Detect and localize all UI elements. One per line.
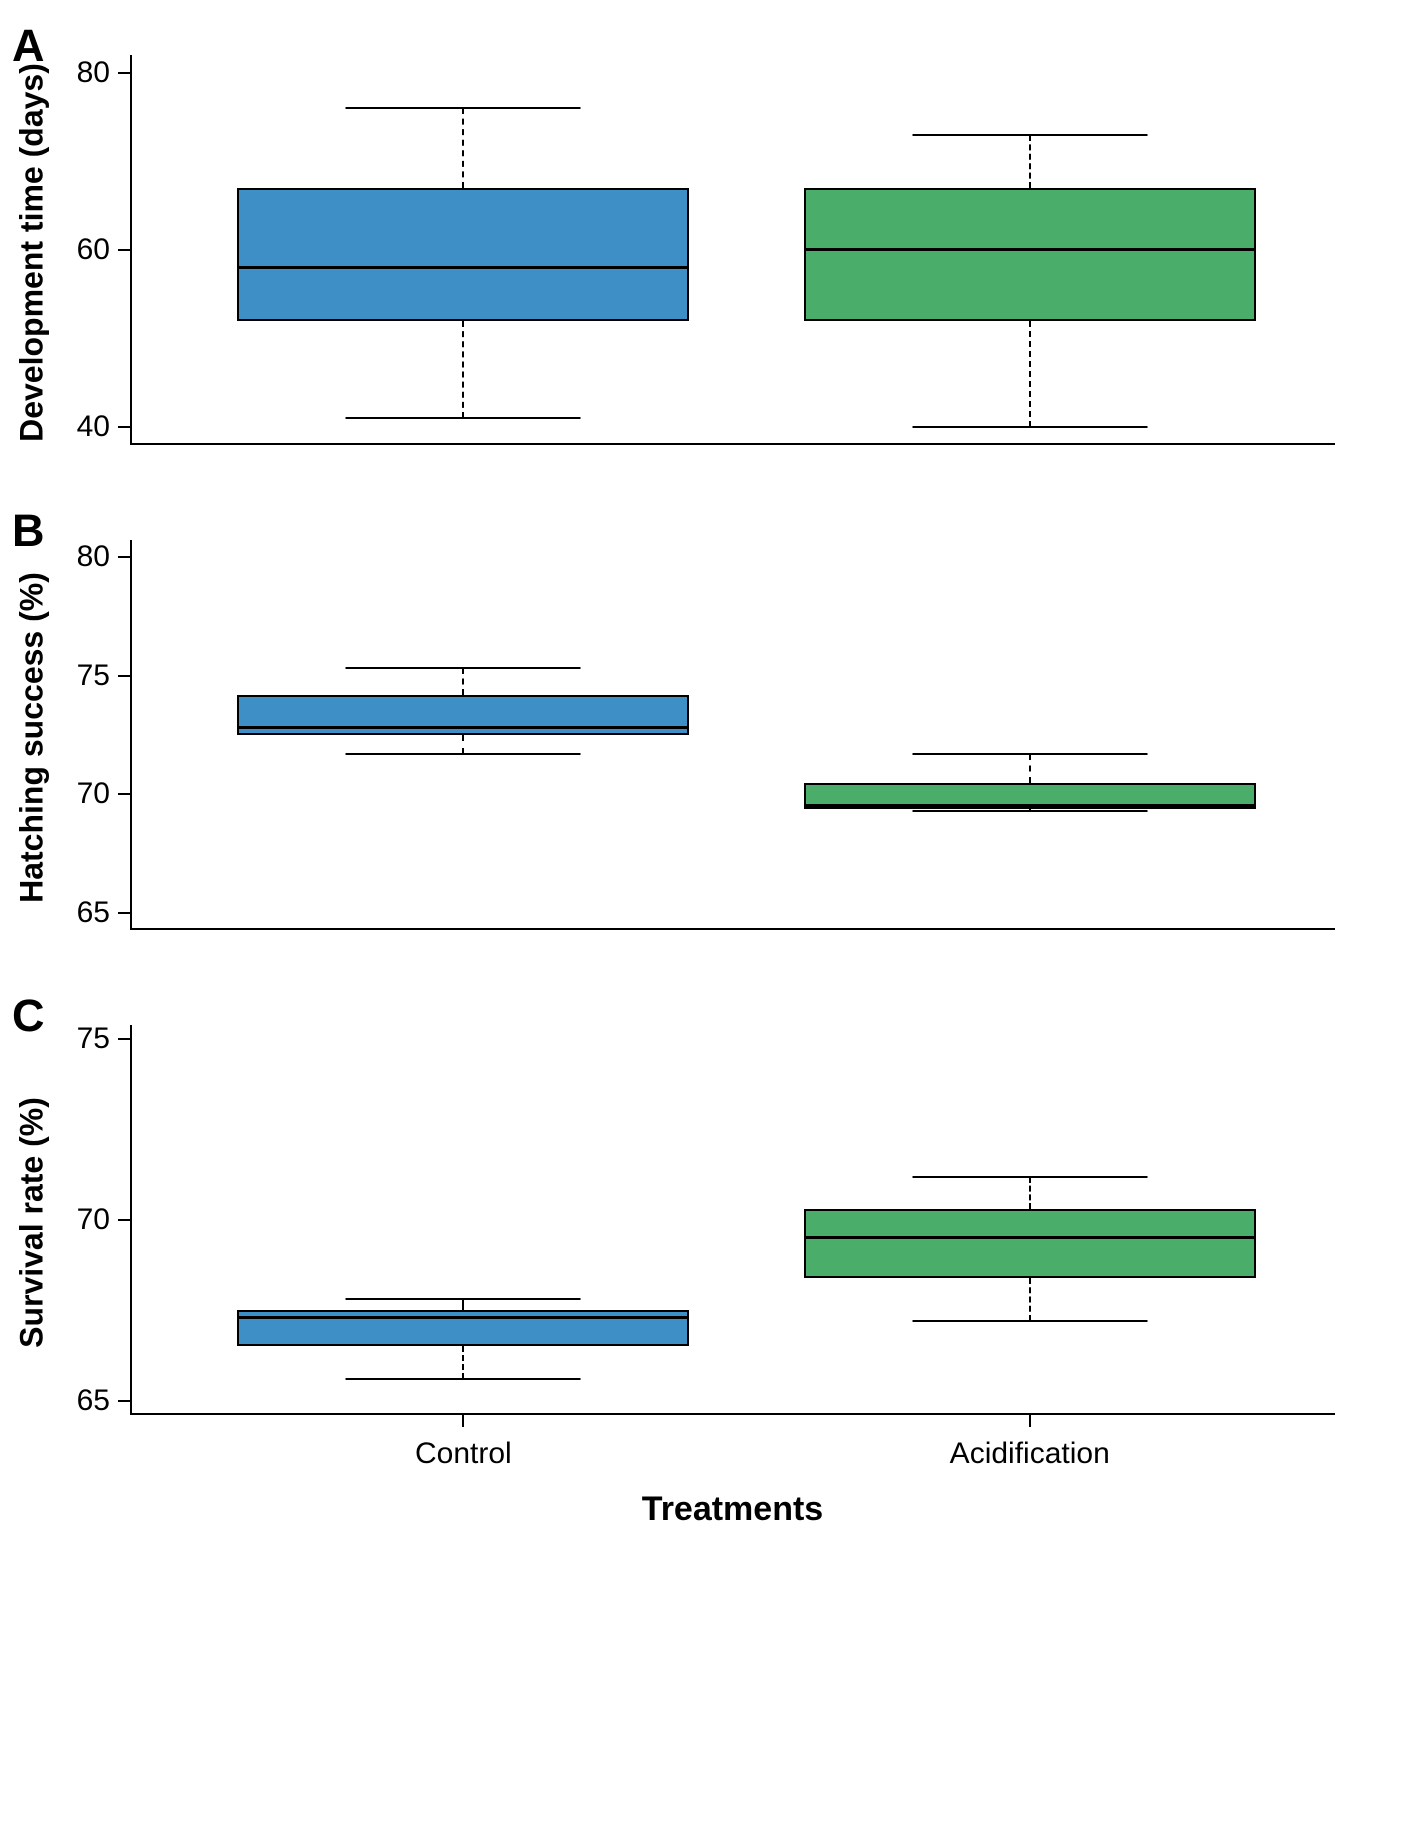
y-tick-label: 40 — [77, 410, 110, 444]
y-tick-label: 65 — [77, 1384, 110, 1418]
whisker-upper — [462, 668, 464, 694]
whisker-cap-upper — [346, 1298, 581, 1300]
whisker-cap-lower — [912, 810, 1147, 812]
x-tick-label: Control — [415, 1437, 512, 1471]
whisker-cap-lower — [346, 1378, 581, 1380]
y-tick — [118, 556, 130, 558]
y-tick-label: 60 — [77, 233, 110, 267]
y-tick — [118, 72, 130, 74]
y-tick — [118, 426, 130, 428]
y-tick — [118, 1400, 130, 1402]
y-tick-label: 80 — [77, 540, 110, 574]
whisker-upper — [1029, 754, 1031, 783]
panel-c: CSurvival rate (%)657075ControlAcidifica… — [10, 990, 1393, 1415]
whisker-cap-lower — [346, 417, 581, 419]
whisker-cap-lower — [346, 753, 581, 755]
y-tick — [118, 1219, 130, 1221]
whisker-cap-lower — [912, 426, 1147, 428]
plot-area-wrap: Hatching success (%)65707580 — [130, 505, 1393, 930]
y-tick-label: 65 — [77, 896, 110, 930]
figure: ADevelopment time (days)406080BHatching … — [10, 20, 1393, 1529]
whisker-upper — [462, 108, 464, 188]
whisker-cap-upper — [912, 134, 1147, 136]
plot-area-wrap: Survival rate (%)657075ControlAcidificat… — [130, 990, 1393, 1415]
y-axis-label: Development time (days) — [14, 53, 51, 453]
boxplot-control — [237, 1025, 689, 1413]
plot-area: Hatching success (%)65707580 — [130, 540, 1335, 930]
whisker-cap-upper — [912, 753, 1147, 755]
x-tick-label: Acidification — [950, 1437, 1110, 1471]
whisker-upper — [462, 1299, 464, 1310]
plot-area-wrap: Development time (days)406080 — [130, 20, 1393, 445]
panel-b: BHatching success (%)65707580 — [10, 505, 1393, 930]
boxplot-acidification — [804, 1025, 1256, 1413]
boxplot-acidification — [804, 540, 1256, 928]
median-line — [237, 726, 689, 729]
y-tick-label: 70 — [77, 1203, 110, 1237]
y-tick — [118, 912, 130, 914]
y-tick-label: 75 — [77, 659, 110, 693]
whisker-lower — [462, 1346, 464, 1379]
whisker-upper — [1029, 1177, 1031, 1210]
whisker-cap-upper — [912, 1176, 1147, 1178]
y-tick — [118, 249, 130, 251]
panel-a: ADevelopment time (days)406080 — [10, 20, 1393, 445]
box-rect — [237, 188, 689, 321]
y-axis-label: Hatching success (%) — [14, 538, 51, 938]
y-axis-label: Survival rate (%) — [14, 1023, 51, 1423]
y-tick — [118, 793, 130, 795]
plot-area: Survival rate (%)657075ControlAcidificat… — [130, 1025, 1335, 1415]
whisker-upper — [1029, 135, 1031, 188]
median-line — [237, 266, 689, 269]
box-rect — [237, 695, 689, 735]
boxplot-acidification — [804, 55, 1256, 443]
whisker-cap-upper — [346, 667, 581, 669]
box-rect — [804, 1209, 1256, 1278]
y-tick-label: 70 — [77, 777, 110, 811]
boxplot-control — [237, 55, 689, 443]
y-tick — [118, 1038, 130, 1040]
median-line — [804, 804, 1256, 807]
y-tick — [118, 675, 130, 677]
whisker-lower — [1029, 321, 1031, 427]
boxplot-control — [237, 540, 689, 928]
median-line — [804, 248, 1256, 251]
whisker-lower — [462, 735, 464, 754]
median-line — [804, 1236, 1256, 1239]
plot-area: Development time (days)406080 — [130, 55, 1335, 445]
x-tick — [1029, 1415, 1031, 1427]
box-rect — [804, 188, 1256, 321]
y-tick-label: 75 — [77, 1022, 110, 1056]
median-line — [237, 1316, 689, 1319]
whisker-cap-upper — [346, 107, 581, 109]
whisker-lower — [1029, 1278, 1031, 1321]
whisker-cap-lower — [912, 1320, 1147, 1322]
y-tick-label: 80 — [77, 56, 110, 90]
x-tick — [462, 1415, 464, 1427]
x-axis-title: Treatments — [130, 1490, 1335, 1529]
whisker-lower — [462, 321, 464, 419]
